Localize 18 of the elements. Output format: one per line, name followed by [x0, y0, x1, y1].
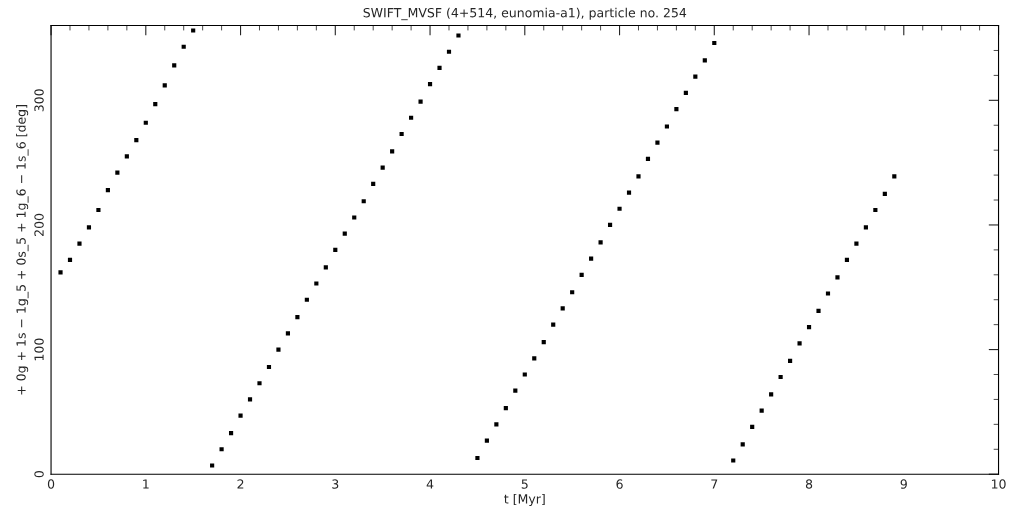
y-tick-label: 200 — [34, 213, 44, 236]
x-tick-label: 2 — [237, 479, 244, 489]
chart-title: SWIFT_MVSF (4+514, eunomia-a1), particle no. 254 — [363, 7, 687, 21]
x-tick-label: 8 — [805, 479, 813, 489]
x-tick-label: 7 — [711, 479, 718, 489]
x-tick-label: 10 — [991, 479, 1006, 489]
x-tick-label: 4 — [426, 479, 434, 489]
y-tick-label: 0 — [34, 471, 44, 478]
y-axis-title: + 0g + 1s − 1g_5 + 0s_5 + 1g_6 − 1s_6 [deg] — [16, 105, 29, 395]
x-tick-label: 3 — [332, 479, 339, 489]
x-tick-label: 6 — [616, 479, 623, 489]
x-tick-label: 1 — [143, 479, 149, 489]
x-axis-title: t [Myr] — [504, 493, 545, 507]
y-tick-label: 100 — [34, 338, 44, 361]
x-tick-label: 5 — [521, 479, 528, 489]
y-tick-label: 300 — [34, 89, 44, 112]
x-tick-label: 0 — [47, 479, 55, 489]
x-tick-label: 9 — [900, 479, 907, 489]
